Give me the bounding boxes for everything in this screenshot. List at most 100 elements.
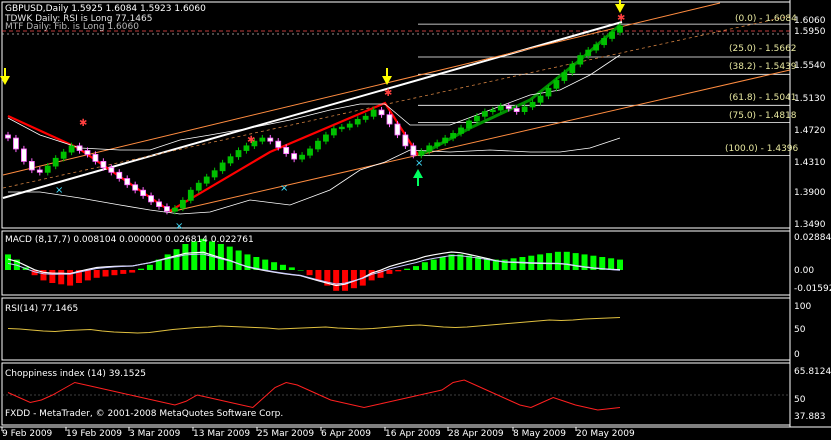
fib-label-25: (25.0) - 1.5662 — [729, 44, 797, 54]
macd-bar-24 — [217, 244, 224, 270]
macd-bar-26 — [235, 250, 242, 270]
macd-bar-13 — [120, 270, 127, 274]
candle-body-57 — [458, 127, 464, 134]
candle-body-56 — [450, 132, 456, 139]
candle-body-4 — [36, 169, 43, 173]
date-label-4: 25 Mar 2009 — [257, 429, 315, 439]
macd-bar-52 — [466, 255, 473, 270]
macd-bar-54 — [483, 258, 490, 270]
candle-body-51 — [410, 145, 417, 156]
candle-body-21 — [172, 207, 178, 212]
candle-body-0 — [5, 134, 11, 139]
macd-bar-32 — [288, 267, 295, 270]
candle-body-60 — [481, 111, 488, 117]
fib-label-75: (75.0) - 1.4818 — [729, 111, 797, 121]
fib-label-61: (61.8) - 1.5041 — [729, 93, 797, 103]
macd-bar-30 — [271, 262, 278, 270]
rsi-line — [7, 317, 621, 334]
candle-body-26 — [211, 170, 218, 178]
candle-body-62 — [497, 105, 504, 111]
rsi-tick-0: 100 — [794, 302, 812, 312]
candle-body-6 — [52, 157, 59, 167]
price-tick-7: 1.3490 — [794, 220, 826, 230]
date-label-9: 20 May 2009 — [576, 429, 635, 439]
star-marker-0: ✱ — [79, 118, 87, 129]
main-panel-frame — [1, 1, 791, 229]
date-label-5: 6 Apr 2009 — [321, 429, 371, 439]
macd-bar-11 — [102, 270, 109, 277]
macd-bar-63 — [563, 251, 570, 270]
signal-arrow-up — [413, 169, 423, 178]
macd-bar-64 — [572, 253, 579, 270]
macd-bar-41 — [368, 270, 375, 281]
signal-arrow-1 — [0, 76, 10, 85]
macd-line — [7, 251, 621, 287]
macd-bar-55 — [492, 259, 499, 270]
candle-body-33 — [267, 137, 274, 142]
macd-bar-21 — [191, 241, 198, 270]
candle-body-68 — [545, 87, 552, 97]
candle-body-25 — [203, 176, 210, 184]
candle-body-75 — [601, 38, 608, 46]
signal-arrow-3 — [615, 4, 625, 13]
candle-body-50 — [402, 134, 409, 147]
macd-bar-46 — [413, 266, 419, 270]
candle-body-69 — [553, 80, 560, 89]
macd-bar-7 — [67, 270, 74, 286]
chop-line — [7, 379, 621, 411]
candle-body-63 — [505, 105, 512, 109]
candle-body-12 — [100, 161, 107, 169]
macd-bar-10 — [93, 270, 100, 278]
macd-bar-19 — [173, 249, 180, 270]
macd-bar-68 — [608, 258, 615, 270]
macd-bar-5 — [49, 270, 56, 283]
candle-body-35 — [283, 147, 290, 155]
macd-bar-36 — [324, 270, 331, 286]
macd-bar-3 — [31, 270, 38, 276]
candle-body-16 — [132, 184, 139, 191]
macd-bar-33 — [297, 270, 304, 271]
candle-body-3 — [28, 161, 35, 171]
candle-body-54 — [434, 142, 441, 147]
fib-label-38: (38.2) - 1.5439 — [729, 62, 797, 72]
candle-body-59 — [474, 115, 480, 122]
macd-bar-43 — [386, 270, 393, 274]
macd-bar-28 — [253, 257, 260, 270]
candle-body-34 — [275, 140, 282, 148]
macd-tick-0: 0.028844 — [794, 233, 831, 243]
candle-body-10 — [84, 150, 91, 155]
candle-body-38 — [307, 148, 313, 156]
macd-tick-2: -0.01592 — [794, 284, 831, 294]
channel-lower — [169, 69, 791, 213]
star-marker-2: ✱ — [384, 88, 392, 99]
macd-bar-8 — [75, 270, 82, 283]
date-label-1: 19 Feb 2009 — [66, 429, 123, 439]
channel-upper — [2, 2, 721, 176]
macd-bar-6 — [58, 270, 65, 285]
envelope-upper — [7, 54, 621, 151]
candle-body-24 — [195, 182, 202, 191]
candle-body-2 — [20, 148, 27, 162]
candle-body-15 — [124, 178, 131, 186]
candle-body-23 — [187, 189, 194, 201]
macd-bar-31 — [279, 264, 286, 270]
rsi-tick-1: 50 — [794, 325, 806, 335]
candle-body-17 — [140, 189, 147, 197]
macd-bar-69 — [617, 259, 623, 270]
macd-bar-45 — [404, 268, 411, 270]
candle-body-5 — [44, 165, 51, 173]
rsi-tick-2: 0 — [794, 350, 800, 360]
candle-body-13 — [108, 167, 115, 173]
date-label-2: 3 Mar 2009 — [129, 429, 181, 439]
candle-body-40 — [323, 134, 329, 142]
star-marker-1: ✱ — [247, 135, 255, 146]
macd-bar-12 — [111, 270, 118, 276]
price-tick-3: 1.5130 — [794, 94, 826, 104]
candle-body-58 — [466, 120, 472, 129]
candle-body-42 — [338, 126, 345, 130]
macd-bar-27 — [244, 254, 251, 270]
candle-body-61 — [489, 109, 496, 113]
candle-body-76 — [609, 31, 615, 39]
